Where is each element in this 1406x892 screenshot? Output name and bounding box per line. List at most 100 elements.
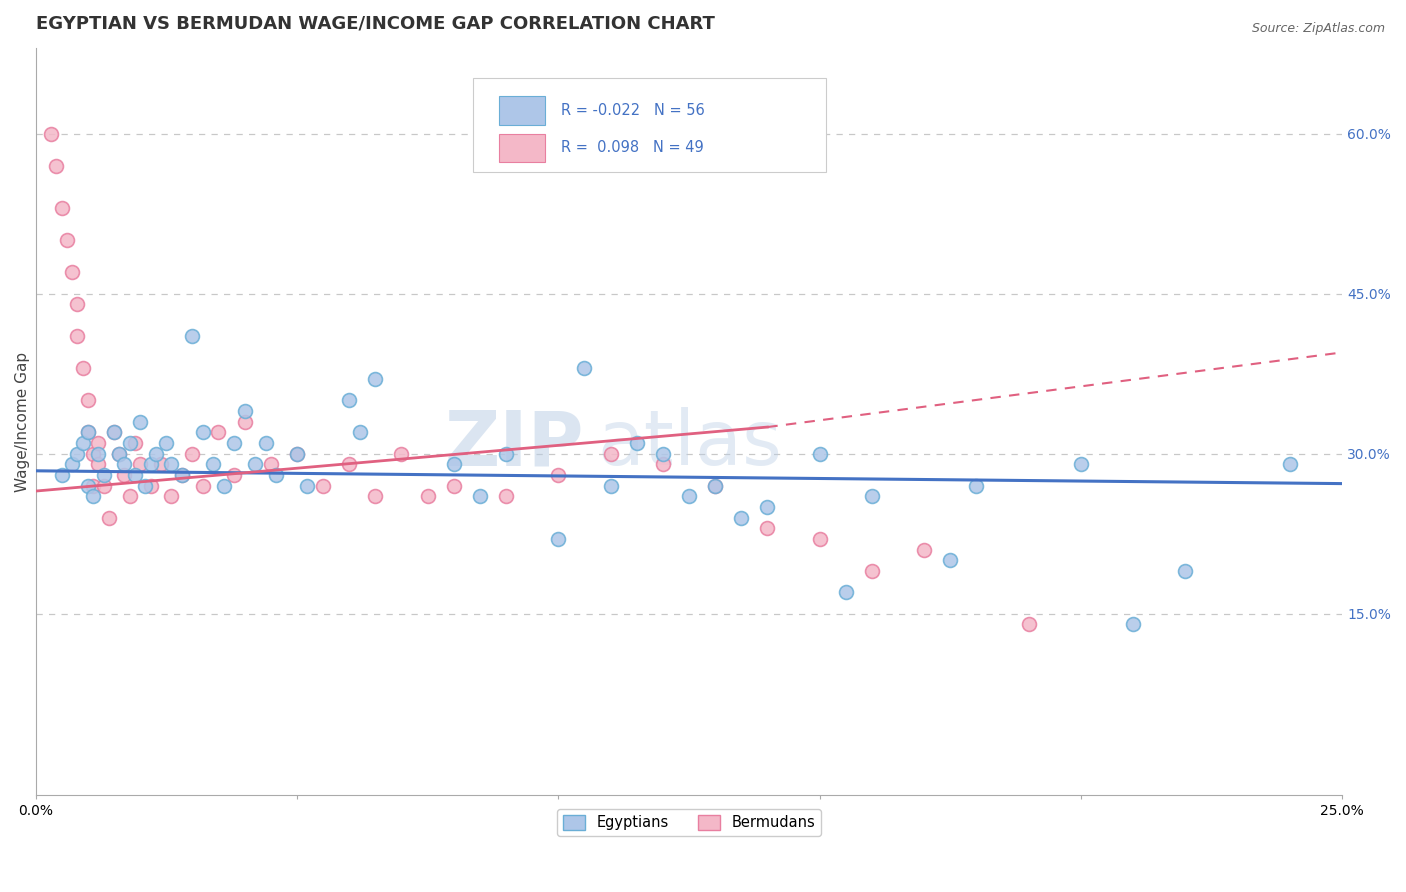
Point [170,468,193,483]
Point [599,479,621,493]
Point [260,458,283,472]
Point [66,329,89,343]
Legend: Egyptians, Bermudans: Egyptians, Bermudans [557,809,821,837]
Point [181,329,204,343]
Point [704,479,727,493]
Text: R =  0.098   N = 49: R = 0.098 N = 49 [561,140,703,155]
Point [835,585,858,599]
Point [349,425,371,440]
Point [233,404,256,418]
Point [1174,564,1197,578]
Point [312,479,335,493]
Point [66,297,89,311]
Point [297,479,319,493]
Point [118,490,141,504]
Text: R = -0.022   N = 56: R = -0.022 N = 56 [561,103,704,118]
Point [651,458,673,472]
Point [337,393,360,408]
Text: EGYPTIAN VS BERMUDAN WAGE/INCOME GAP CORRELATION CHART: EGYPTIAN VS BERMUDAN WAGE/INCOME GAP COR… [35,15,714,33]
Y-axis label: Wage/Income Gap: Wage/Income Gap [15,351,30,491]
Point [202,458,225,472]
Point [112,458,135,472]
Point [60,458,83,472]
Point [212,479,235,493]
Point [181,447,204,461]
Point [1122,617,1144,632]
Point [285,447,308,461]
Bar [499,96,546,125]
Point [87,447,110,461]
Point [93,468,115,483]
Point [56,234,79,248]
Text: ZIP: ZIP [444,407,585,481]
Point [233,415,256,429]
Point [224,436,246,450]
Point [124,468,146,483]
Point [756,521,779,535]
Point [860,490,883,504]
Point [103,425,125,440]
Point [364,490,387,504]
Point [72,361,94,376]
Point [939,553,962,567]
Point [108,447,131,461]
Point [93,479,115,493]
Point [391,447,413,461]
Point [730,510,752,524]
Point [87,436,110,450]
Point [76,479,98,493]
Point [468,490,491,504]
Point [207,425,229,440]
Point [51,202,73,216]
Point [756,500,779,514]
Point [45,159,67,173]
Point [495,447,517,461]
Point [912,542,935,557]
Point [150,458,173,472]
Point [285,447,308,461]
Point [574,361,596,376]
Point [808,447,831,461]
Point [108,447,131,461]
Point [547,468,569,483]
Point [145,447,167,461]
Point [60,265,83,279]
Text: Source: ZipAtlas.com: Source: ZipAtlas.com [1251,22,1385,36]
Point [808,532,831,546]
Point [103,425,125,440]
Point [264,468,287,483]
Point [134,479,156,493]
Point [129,415,152,429]
Point [139,479,162,493]
Point [243,458,266,472]
Point [1018,617,1040,632]
Point [160,490,183,504]
Point [651,447,673,461]
Point [495,490,517,504]
Point [118,436,141,450]
Point [416,490,439,504]
Point [76,393,98,408]
Point [72,436,94,450]
Point [124,436,146,450]
Point [76,425,98,440]
FancyBboxPatch shape [474,78,827,171]
Point [626,436,648,450]
Point [547,532,569,546]
Point [139,458,162,472]
Point [87,458,110,472]
Point [599,447,621,461]
Point [66,447,89,461]
Point [76,425,98,440]
Point [191,425,214,440]
Point [129,458,152,472]
Point [51,468,73,483]
Point [170,468,193,483]
Point [155,436,177,450]
Point [224,468,246,483]
Point [191,479,214,493]
Point [39,127,62,141]
Point [337,458,360,472]
Point [965,479,987,493]
Point [678,490,700,504]
